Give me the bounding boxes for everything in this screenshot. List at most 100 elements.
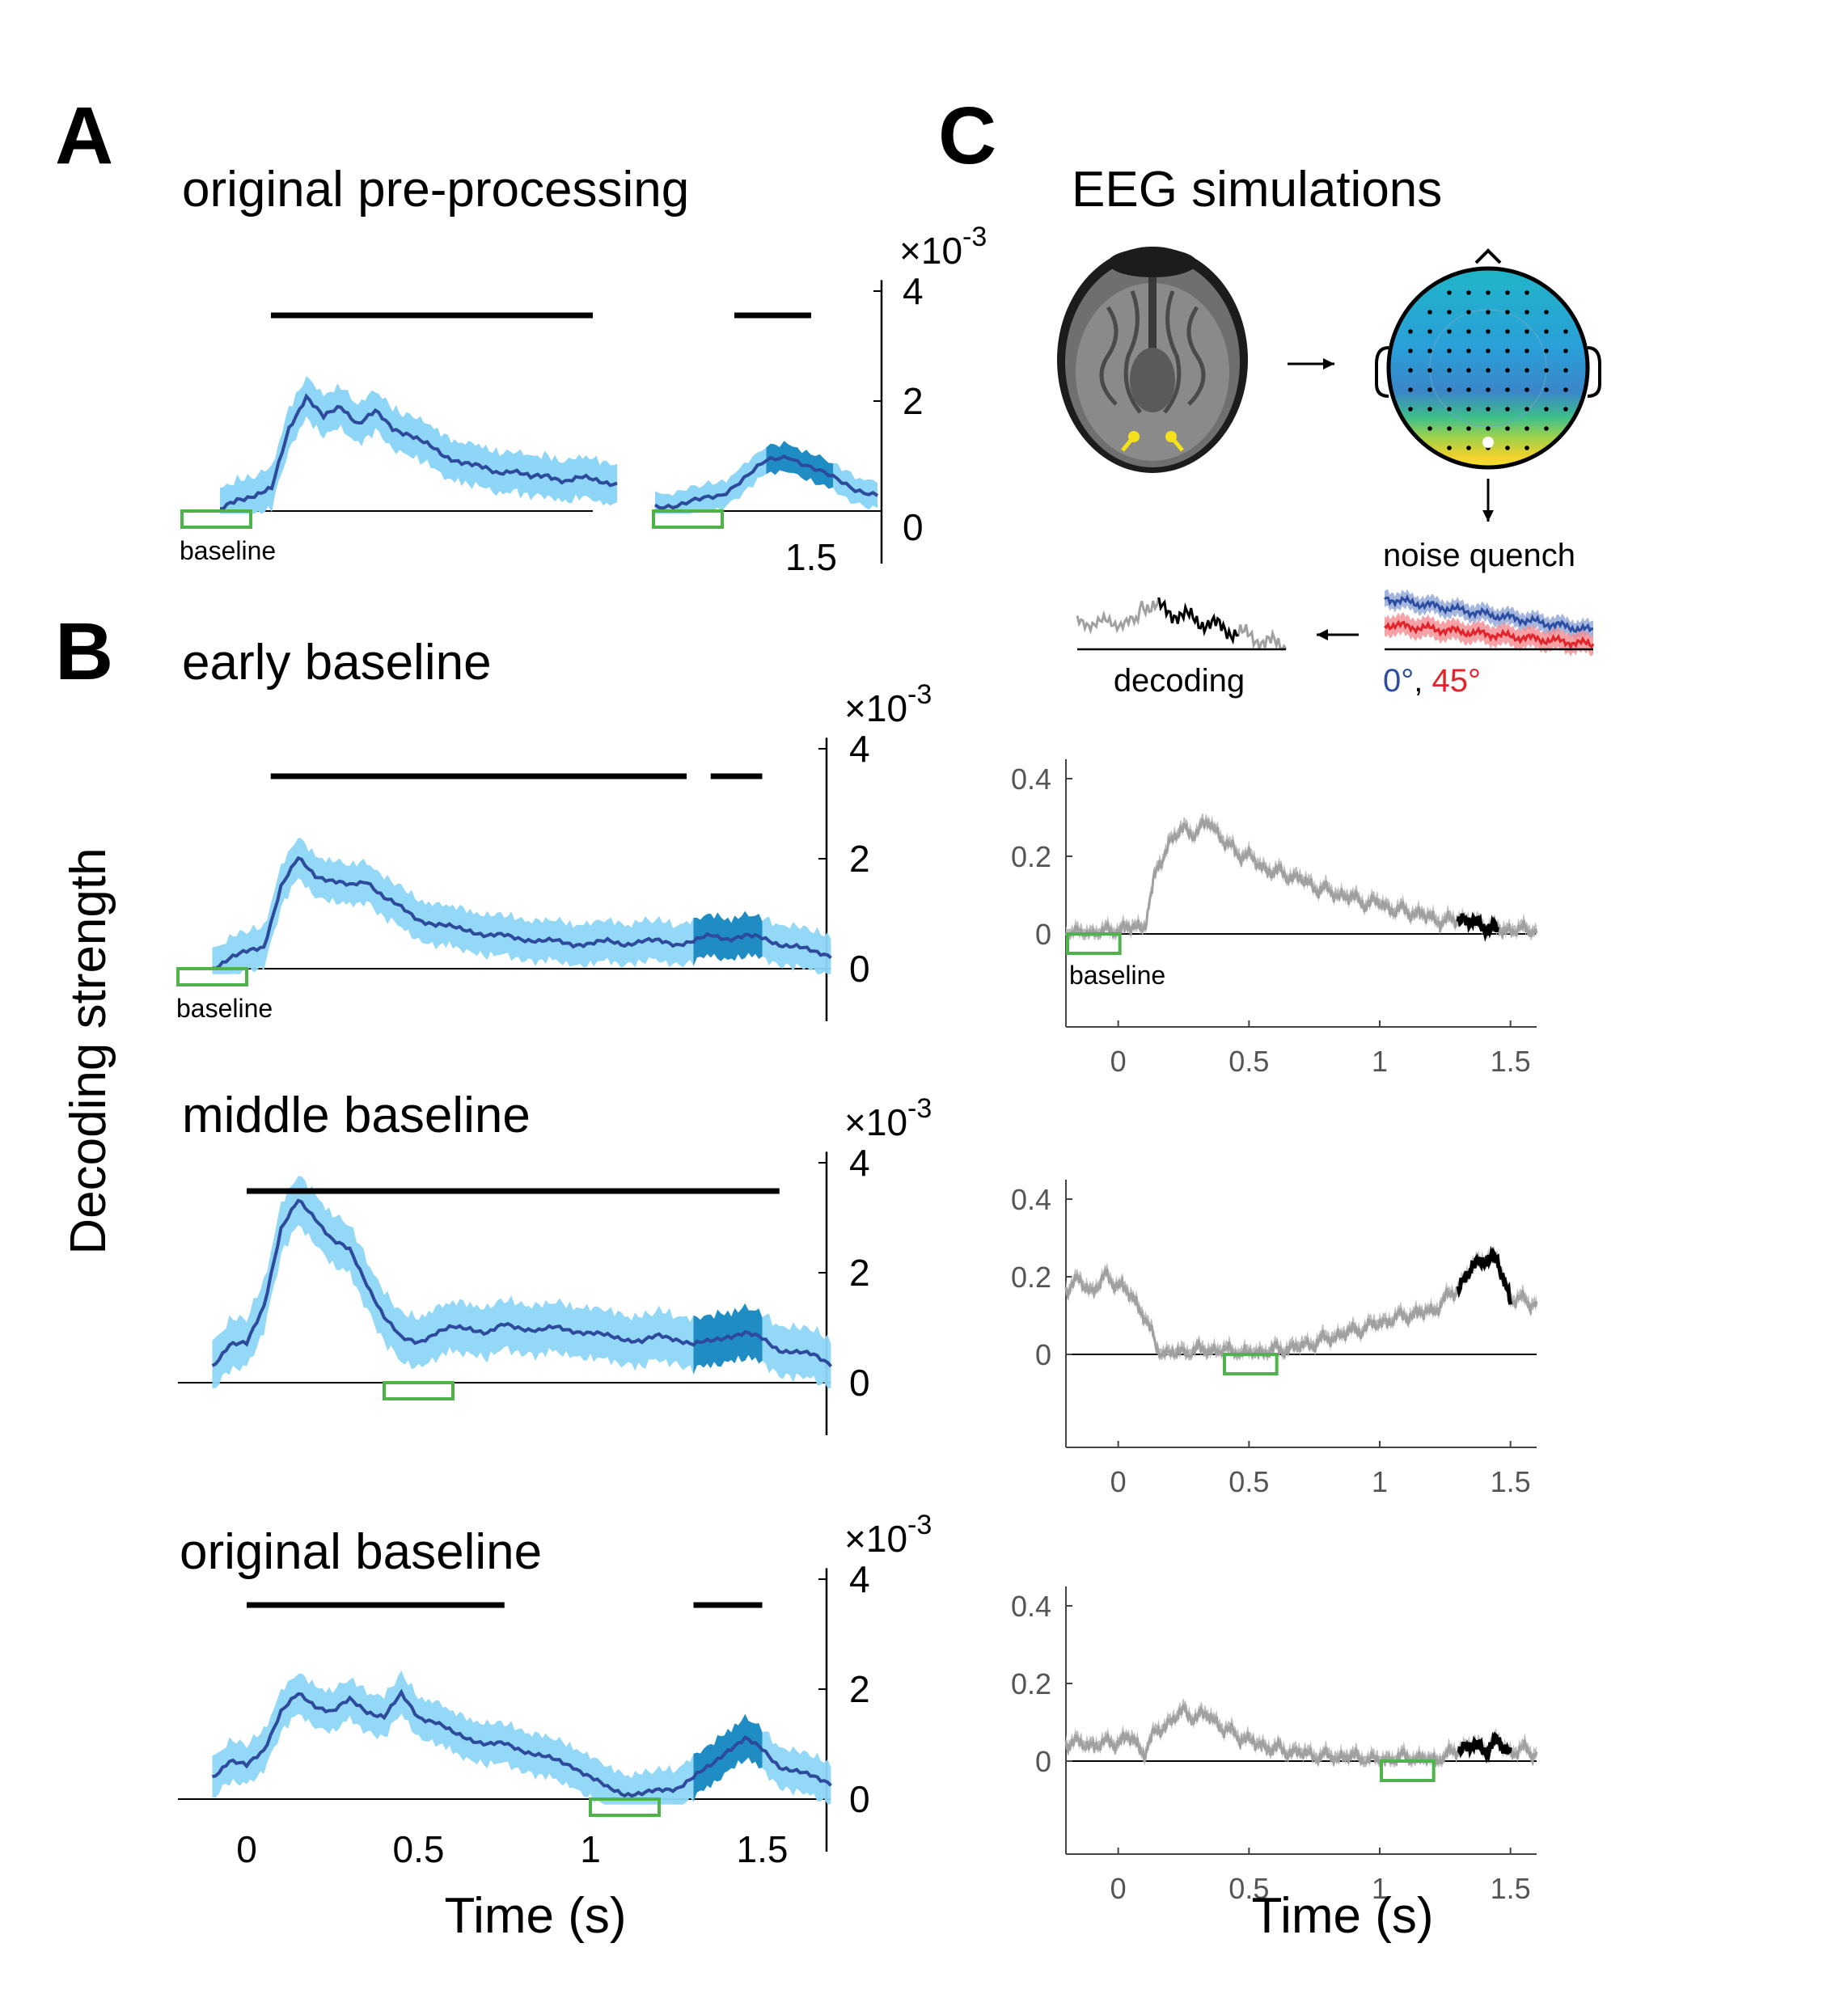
y-tick-label: 2	[903, 380, 924, 422]
legend-sep: ,	[1414, 663, 1431, 699]
y-tick-label: 0	[849, 1362, 870, 1404]
chart-sim-middle: 0 0.2 0.4 0 0.5 1 1.5	[1011, 1180, 1538, 1498]
electrode-dot	[1544, 368, 1549, 373]
electrode-dot	[1524, 290, 1529, 295]
x-tick-label: 0	[1110, 1045, 1127, 1078]
x-tick-label: 0	[236, 1828, 257, 1870]
electrode-dot	[1466, 310, 1471, 315]
electrode-dot	[1544, 387, 1549, 392]
y-scale-factor: ×10-3	[844, 1093, 932, 1143]
y-tick-label: 0.4	[1011, 1183, 1051, 1216]
significant-shading	[693, 1303, 763, 1375]
baseline-window	[383, 1381, 455, 1400]
electrode-dot	[1427, 349, 1432, 353]
electrode-dot	[1524, 310, 1529, 315]
electrode-dot	[1505, 349, 1510, 353]
y-scale-exponent: -3	[962, 222, 987, 252]
baseline-label: baseline	[1069, 961, 1165, 990]
title-c: EEG simulations	[1072, 162, 1442, 218]
electrode-dot	[1447, 290, 1452, 295]
electrode-dot	[1505, 368, 1510, 373]
panel-label-b: B	[55, 606, 113, 697]
electrode-dot	[1466, 407, 1471, 412]
electrode-dot	[1408, 329, 1413, 334]
electrode-dot	[1447, 368, 1452, 373]
baseline-window	[1223, 1353, 1279, 1375]
y-tick-label: 0.4	[1011, 762, 1051, 796]
x-tick-label: 1.5	[1491, 1045, 1531, 1078]
electrode-dot	[1524, 426, 1529, 431]
electrode-dot	[1544, 349, 1549, 353]
chart-middle-baseline: 0 2 4×10-3	[178, 1093, 932, 1435]
chart-original-preprocessing: 0 2 4×10-3 baseline 1.5	[180, 222, 987, 578]
electrode-dot	[1505, 290, 1510, 295]
ci-band	[212, 1671, 831, 1805]
baseline-window	[652, 509, 724, 529]
electrode-dot	[1466, 368, 1471, 373]
electrode-dot	[1466, 349, 1471, 353]
schematic: noise quench 0°, 45° decoding	[1057, 247, 1601, 699]
scalp-topography	[1375, 248, 1601, 470]
ci-band	[220, 376, 618, 514]
electrode-dot	[1427, 368, 1432, 373]
x-tick-label: 1	[1372, 1872, 1388, 1905]
sim-significant-line	[1456, 1245, 1513, 1305]
y-scale-factor: ×10-3	[899, 222, 987, 272]
baseline-window	[1380, 1759, 1436, 1782]
x-tick-label: 1	[580, 1828, 601, 1870]
electrode-dot	[1408, 407, 1413, 412]
mean-line	[653, 454, 879, 510]
decoding-label: decoding	[1114, 663, 1245, 699]
electrode-dot	[1524, 368, 1529, 373]
y-tick-label: 0.4	[1011, 1590, 1051, 1623]
x-axis-label-b: Time (s)	[445, 1888, 627, 1944]
baseline-window	[180, 509, 252, 529]
electrode-dot	[1427, 329, 1432, 334]
electrode-dot	[1447, 349, 1452, 353]
x-tick-label: 1.5	[1491, 1872, 1531, 1905]
electrode-dot	[1563, 329, 1568, 334]
sim-significant-line	[1456, 911, 1499, 942]
chart-early-baseline: 0 2 4×10-3 baseline	[176, 679, 932, 1023]
x-tick-label: 0.5	[393, 1828, 445, 1870]
y-scale-exponent: -3	[907, 679, 932, 710]
significant-shading	[693, 1713, 763, 1802]
x-tick-label: 1.5	[737, 1828, 789, 1870]
electrode-dot	[1408, 368, 1413, 373]
electrode-dot	[1447, 310, 1452, 315]
title-original: original baseline	[180, 1524, 542, 1580]
electrode-dot	[1486, 349, 1491, 353]
electrode-dot	[1427, 387, 1432, 392]
electrode-dot	[1563, 407, 1568, 412]
y-tick-label: 2	[849, 1668, 870, 1710]
electrode-dot	[1486, 290, 1491, 295]
baseline-window	[1066, 932, 1122, 955]
arrow-right-icon	[1288, 358, 1334, 370]
electrode-dot	[1524, 349, 1529, 353]
sim-significant-line	[1457, 1731, 1513, 1764]
baseline-window	[589, 1797, 661, 1817]
x-tick-label: 0.5	[1228, 1872, 1269, 1905]
electrode-dot	[1427, 407, 1432, 412]
electrode-dot	[1563, 368, 1568, 373]
electrode-dot	[1563, 349, 1568, 353]
electrode-dot	[1486, 329, 1491, 334]
mean-line	[219, 393, 618, 511]
electrode-dot	[1505, 426, 1510, 431]
y-tick-label: 2	[849, 1252, 870, 1294]
electrode-dot	[1466, 446, 1471, 450]
x-tick-label: 1	[1372, 1465, 1388, 1498]
y-tick-label: 0	[1035, 1338, 1051, 1371]
x-tick-label: 1	[1372, 1045, 1388, 1078]
electrode-dot	[1408, 387, 1413, 392]
y-tick-label: 0	[1035, 1745, 1051, 1778]
mean-line	[212, 855, 832, 970]
y-tick-label: 0	[849, 948, 870, 990]
electrode-dot	[1486, 310, 1491, 315]
electrode-dot	[1447, 446, 1452, 450]
electrode-dot	[1427, 310, 1432, 315]
electrode-dot	[1427, 426, 1432, 431]
y-scale-factor: ×10-3	[844, 1510, 932, 1560]
electrode-dot	[1408, 349, 1413, 353]
